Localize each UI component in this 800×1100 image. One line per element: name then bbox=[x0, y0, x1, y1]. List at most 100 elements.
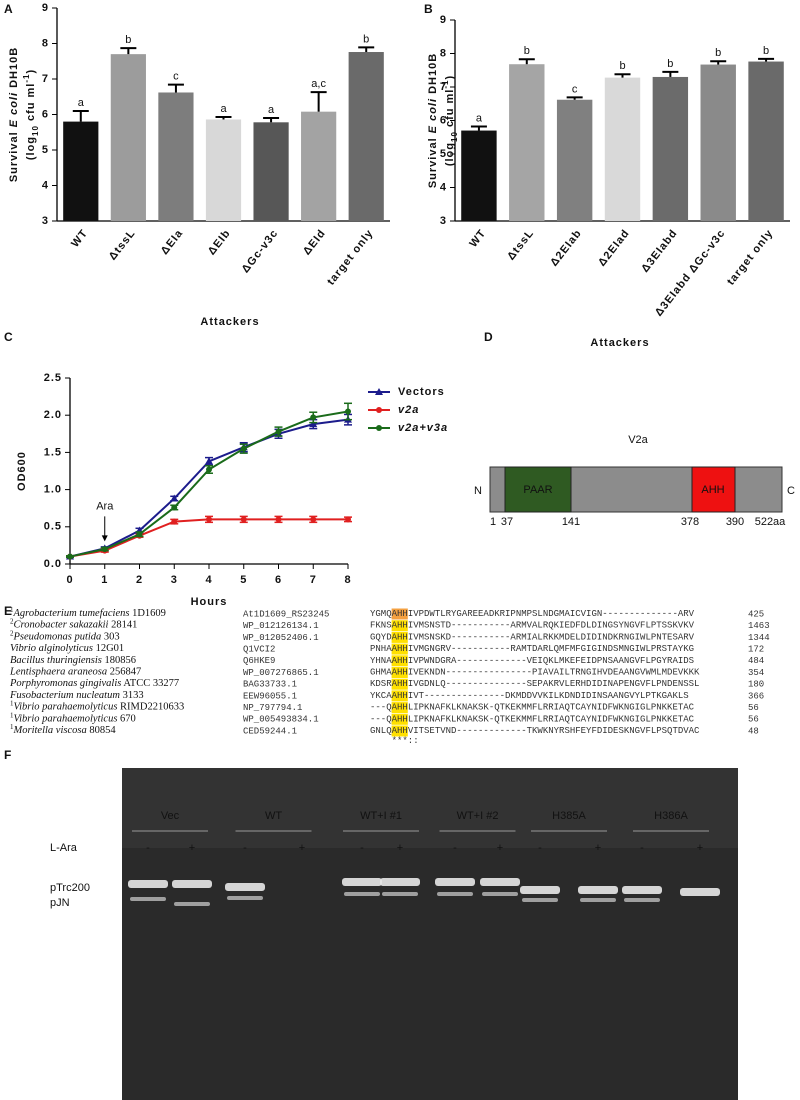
y-units-part: (log bbox=[25, 136, 37, 160]
marker bbox=[310, 414, 317, 421]
gel-band bbox=[225, 883, 265, 891]
sequence-part: IVPWNDGRA-------------VEIQKLMKEFEIDPNSAA… bbox=[408, 656, 694, 666]
position-label: 1 bbox=[490, 516, 496, 528]
accession: Q6HKE9 bbox=[243, 656, 275, 666]
significance-letter: a bbox=[268, 104, 275, 116]
sequence-end: 56 bbox=[748, 703, 759, 713]
organism-name: Cronobacter sakazakii bbox=[14, 620, 109, 631]
accession: Q1VCI2 bbox=[243, 644, 275, 654]
x-tick-label: 3 bbox=[171, 574, 178, 586]
y-tick-label: 0.0 bbox=[44, 558, 62, 570]
accession: At1D1609_RS23245 bbox=[243, 609, 329, 619]
sequence-part: YKCA bbox=[370, 691, 392, 701]
sequence-part: ---Q bbox=[370, 715, 392, 725]
marker bbox=[345, 408, 351, 415]
significance-letter: b bbox=[524, 45, 530, 57]
sequence-part: IVPDWTLRYGAREEADKRIPNMPSLNDGMAICVIGN----… bbox=[408, 609, 695, 619]
organism-name: Bacillus thuringiensis bbox=[10, 655, 102, 666]
bar bbox=[461, 130, 497, 221]
legend-marker bbox=[375, 388, 383, 395]
significance-letter: b bbox=[125, 34, 131, 46]
bar bbox=[509, 64, 545, 221]
sequence-part: GQYD bbox=[370, 633, 392, 643]
motif-highlight bbox=[391, 702, 408, 714]
y-tick-label: 5 bbox=[440, 148, 447, 160]
lane-sign: - bbox=[243, 842, 247, 854]
strain: 1D1609 bbox=[129, 608, 165, 619]
x-tick-label: 7 bbox=[310, 574, 317, 586]
significance-letter: b bbox=[715, 47, 721, 59]
strain: ATCC 33277 bbox=[121, 679, 179, 690]
organism: Porphyromonas gingivalis ATCC 33277 bbox=[9, 679, 179, 690]
significance-letter: c bbox=[173, 71, 179, 83]
sequence-part: IVEKNDN----------------PIAVAILTRNGIHVDEA… bbox=[408, 668, 700, 678]
marker bbox=[240, 445, 247, 452]
legend-marker bbox=[376, 425, 382, 431]
organism-name: Porphyromonas gingivalis bbox=[9, 679, 121, 690]
panel-label: D bbox=[484, 330, 493, 344]
sequence-end: 484 bbox=[748, 656, 764, 666]
sequence-part: VITSETVND-------------TKWKNYRSHFEYFDIDES… bbox=[408, 726, 700, 736]
gel-band bbox=[172, 880, 212, 888]
bar bbox=[205, 119, 242, 221]
lane-sign: + bbox=[595, 842, 601, 854]
sequence-part: AHH bbox=[392, 703, 408, 713]
strain: 12G01 bbox=[93, 644, 124, 655]
sequence-part: AHH bbox=[392, 621, 408, 631]
gel-band bbox=[578, 886, 618, 894]
lane-group-label: Vec bbox=[161, 810, 180, 822]
marker bbox=[205, 457, 213, 465]
x-tick-label: 2 bbox=[136, 574, 143, 586]
organism: Vibrio alginolyticus 12G01 bbox=[10, 644, 124, 655]
bar bbox=[652, 76, 689, 221]
organism: Fusobacterium nucleatum 3133 bbox=[9, 690, 144, 701]
sequence-part: AHH bbox=[392, 715, 408, 725]
gel-band bbox=[344, 892, 380, 896]
y-tick-label: 4 bbox=[42, 179, 49, 191]
sequence-part: IVMSNSTD-----------ARMVALRQKIEDFDLDINGSY… bbox=[408, 621, 695, 631]
accession: WP_012052406.1 bbox=[243, 633, 319, 643]
x-axis-label: Attackers bbox=[200, 316, 259, 328]
organism-name: Pseudomonas putida bbox=[13, 632, 102, 643]
domain-label: AHH bbox=[701, 484, 724, 496]
marker bbox=[275, 516, 282, 523]
sequence-end: 425 bbox=[748, 609, 764, 619]
lane-sign: - bbox=[360, 842, 364, 854]
superscript: 1 bbox=[10, 699, 14, 707]
lane-group-label: WT+I #1 bbox=[360, 810, 402, 822]
y-units-part: ) bbox=[444, 75, 456, 80]
strain: 670 bbox=[117, 714, 135, 725]
sequence: YGMQAHHIVPDWTLRYGAREEADKRIPNMPSLNDGMAICV… bbox=[370, 609, 695, 619]
y-tick-label: 5 bbox=[42, 144, 49, 156]
gel-band bbox=[435, 878, 475, 886]
sequence: KDSRAHHIVGDNLQ---------------SEPAKRVLERH… bbox=[370, 680, 699, 690]
marker bbox=[345, 516, 351, 523]
sequence: FKNSAHHIVMSNSTD-----------ARMVALRQKIEDFD… bbox=[370, 621, 695, 631]
organism-name: Moritella viscosa bbox=[13, 725, 87, 736]
position-label: 141 bbox=[562, 516, 580, 528]
bar bbox=[348, 52, 384, 221]
gel-band bbox=[482, 892, 518, 896]
strain: 28141 bbox=[108, 620, 137, 631]
y-units-part: cfu ml bbox=[444, 89, 456, 131]
organism: 1Moritella viscosa 80854 bbox=[10, 723, 116, 737]
y-tick-label: 7 bbox=[440, 81, 447, 93]
sequence-end: 48 bbox=[748, 726, 759, 736]
sequence-part: AHH bbox=[392, 668, 408, 678]
superscript: 2 bbox=[10, 617, 14, 625]
y-label-part: Survival bbox=[8, 127, 20, 182]
x-tick-label: 1 bbox=[101, 574, 108, 586]
lane-sign: - bbox=[146, 842, 150, 854]
significance-letter: a,c bbox=[311, 78, 326, 90]
sequence-part: IVMGNGRV-----------RAMTDARLQMFMFGIGINDSM… bbox=[408, 644, 694, 654]
y-tick-label: 4 bbox=[440, 181, 447, 193]
sequence: GHMAAHHIVEKNDN----------------PIAVAILTRN… bbox=[370, 668, 700, 678]
y-tick-label: 6 bbox=[440, 114, 447, 126]
bar bbox=[63, 121, 99, 221]
y-axis-units: (log10 cfu ml-1) bbox=[441, 75, 459, 166]
marker bbox=[101, 546, 108, 553]
y-axis-label: Survival E coli DH10B bbox=[427, 53, 439, 188]
y-tick-label: 7 bbox=[42, 73, 49, 85]
gel-band bbox=[130, 897, 166, 901]
gel-band bbox=[380, 878, 420, 886]
